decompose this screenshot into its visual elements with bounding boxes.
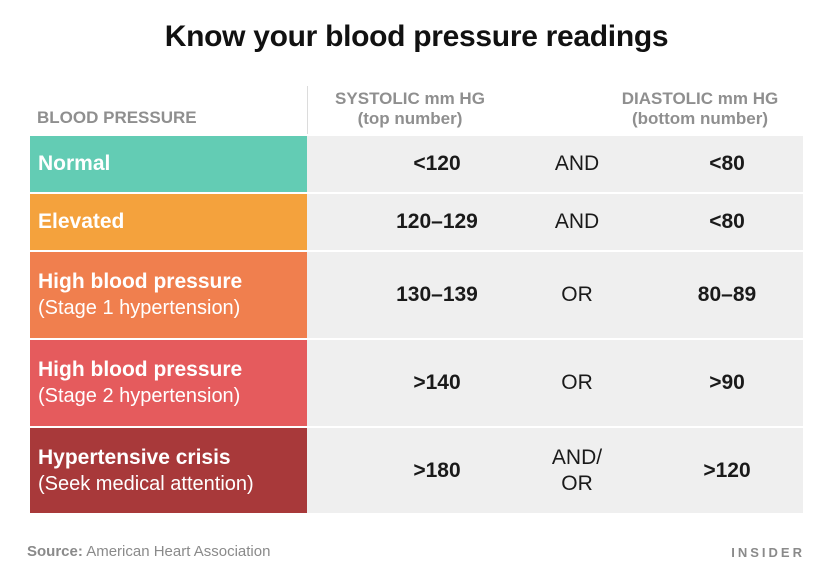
diastolic-value: 80–89 bbox=[697, 283, 757, 306]
table-row-elevated: Elevated 120–129 AND <80 bbox=[30, 194, 803, 250]
header-category: BLOOD PRESSURE bbox=[37, 108, 197, 127]
header-systolic-title: SYSTOLIC mm HG bbox=[335, 89, 485, 108]
category-cell: Hypertensive crisis (Seek medical attent… bbox=[30, 428, 307, 513]
page-title: Know your blood pressure readings bbox=[164, 20, 669, 53]
header-diastolic-title: DIASTOLIC mm HG bbox=[621, 89, 779, 108]
values-cell: >140 OR >90 bbox=[307, 340, 803, 426]
source-credit: Source: American Heart Association bbox=[27, 543, 270, 560]
category-sublabel: (Seek medical attention) bbox=[38, 472, 254, 495]
systolic-value: <120 bbox=[413, 152, 461, 175]
category-cell: High blood pressure (Stage 1 hypertensio… bbox=[30, 252, 307, 338]
category-sublabel: (Stage 1 hypertension) bbox=[38, 297, 241, 319]
table-row-stage1: High blood pressure (Stage 1 hypertensio… bbox=[30, 252, 803, 338]
category-sublabel: (Stage 2 hypertension) bbox=[38, 385, 241, 407]
values-cell: 120–129 AND <80 bbox=[307, 194, 803, 250]
values-cell: 130–139 OR 80–89 bbox=[307, 252, 803, 338]
systolic-value: >180 bbox=[413, 458, 461, 482]
diastolic-value: <80 bbox=[709, 210, 745, 233]
category-cell: High blood pressure (Stage 2 hypertensio… bbox=[30, 340, 307, 426]
diastolic-value: <80 bbox=[709, 152, 745, 175]
systolic-value: >140 bbox=[413, 371, 461, 394]
header-systolic-subtitle: (top number) bbox=[357, 109, 463, 128]
category-label: Normal bbox=[38, 152, 111, 175]
values-cell: <120 AND <80 bbox=[307, 136, 803, 192]
operator-value: AND bbox=[554, 210, 600, 233]
diastolic-value: >90 bbox=[709, 371, 745, 394]
operator-line-1: AND/ bbox=[551, 445, 603, 469]
category-label: Hypertensive crisis bbox=[38, 445, 231, 469]
table-row-stage2: High blood pressure (Stage 2 hypertensio… bbox=[30, 340, 803, 426]
source-text: American Heart Association bbox=[86, 543, 271, 560]
operator-value: OR bbox=[561, 371, 593, 394]
header-divider bbox=[307, 86, 308, 134]
header-diastolic: DIASTOLIC mm HG (bottom number) bbox=[600, 89, 800, 129]
operator-value: OR bbox=[561, 283, 593, 306]
source-label: Source: bbox=[27, 543, 83, 560]
category-label: Elevated bbox=[38, 210, 125, 233]
operator-line-2: OR bbox=[561, 471, 593, 495]
category-label: High blood pressure bbox=[38, 358, 243, 381]
header-diastolic-subtitle: (bottom number) bbox=[632, 109, 768, 128]
header-systolic: SYSTOLIC mm HG (top number) bbox=[310, 89, 510, 129]
operator-value: AND/ OR bbox=[507, 428, 647, 513]
systolic-value: 120–129 bbox=[396, 210, 478, 233]
operator-value: AND bbox=[554, 152, 600, 175]
category-label: High blood pressure bbox=[38, 270, 243, 293]
systolic-value: 130–139 bbox=[396, 283, 478, 306]
category-cell: Elevated bbox=[30, 194, 307, 250]
category-cell: Normal bbox=[30, 136, 307, 192]
values-cell: >180 AND/ OR >120 bbox=[307, 428, 803, 513]
table-row-normal: Normal <120 AND <80 bbox=[30, 136, 803, 192]
table-row-crisis: Hypertensive crisis (Seek medical attent… bbox=[30, 428, 803, 513]
brand-logo: INSIDER bbox=[731, 545, 805, 560]
diastolic-value: >120 bbox=[703, 458, 751, 482]
